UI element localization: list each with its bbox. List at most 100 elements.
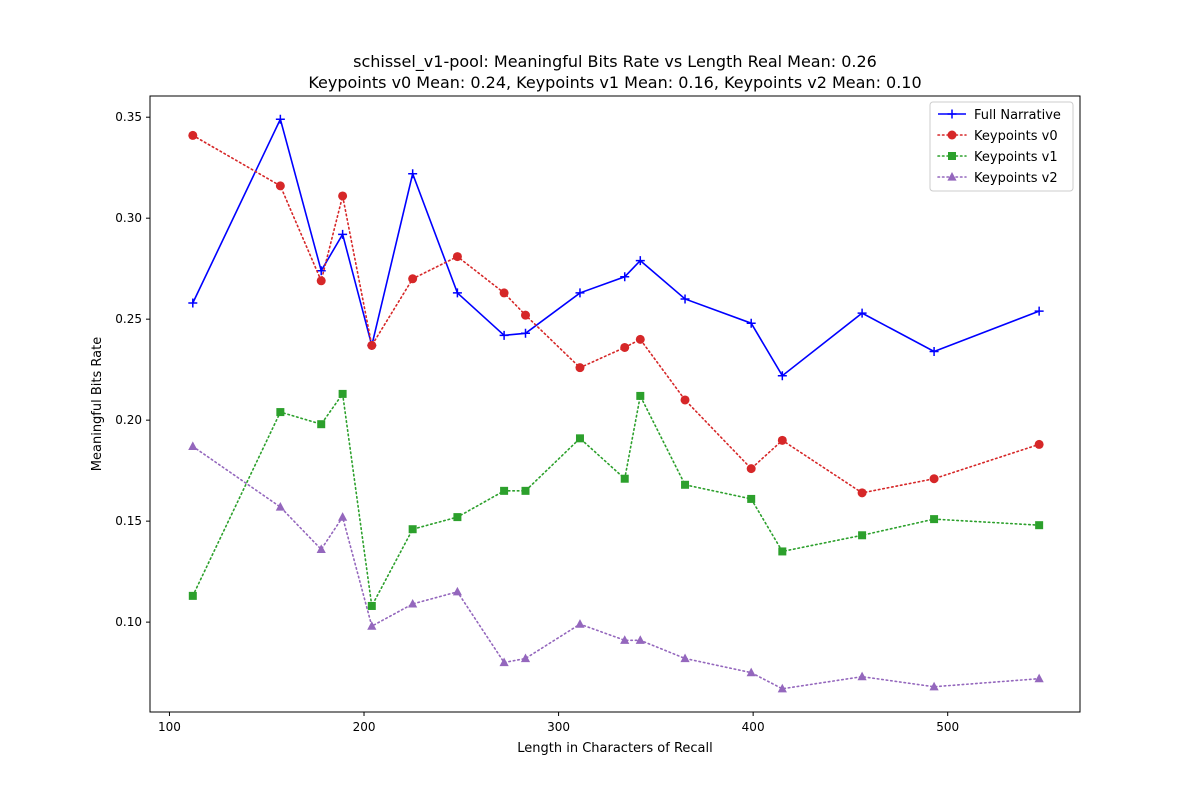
legend-label-keypoints-v2: Keypoints v2 bbox=[974, 171, 1058, 186]
data-point-keypoints-v2 bbox=[316, 544, 326, 554]
x-tick-label: 500 bbox=[936, 720, 959, 734]
y-tick-label: 0.35 bbox=[115, 110, 142, 124]
data-point-keypoints-v2 bbox=[575, 619, 585, 628]
data-point-full-narrative bbox=[746, 318, 756, 328]
data-point-keypoints-v0 bbox=[408, 274, 418, 284]
axes-frame bbox=[149, 95, 1081, 713]
data-point-keypoints-v1 bbox=[620, 474, 629, 483]
data-point-keypoints-v2 bbox=[188, 441, 198, 451]
y-tick-label: 0.25 bbox=[115, 312, 142, 326]
series-full-narrative bbox=[188, 114, 1044, 381]
data-point-keypoints-v1 bbox=[453, 513, 462, 522]
plot-area bbox=[188, 114, 1044, 693]
x-tick-label: 200 bbox=[353, 720, 376, 734]
data-point-full-narrative bbox=[575, 288, 585, 298]
series-line-keypoints-v1 bbox=[192, 391, 1040, 609]
data-point-keypoints-v1 bbox=[747, 494, 756, 503]
data-point-keypoints-v2 bbox=[338, 512, 348, 521]
data-point-keypoints-v1 bbox=[188, 591, 197, 600]
data-point-full-narrative bbox=[857, 308, 867, 318]
data-point-keypoints-v1 bbox=[575, 434, 584, 443]
data-point-keypoints-v2 bbox=[680, 653, 690, 663]
data-point-keypoints-v1 bbox=[408, 525, 417, 534]
series-keypoints-v0 bbox=[188, 130, 1044, 498]
data-point-keypoints-v0 bbox=[275, 181, 285, 191]
data-point-full-narrative bbox=[1034, 306, 1044, 316]
data-point-keypoints-v1 bbox=[858, 531, 867, 540]
data-point-keypoints-v2 bbox=[367, 621, 377, 630]
data-point-keypoints-v0 bbox=[499, 288, 509, 298]
y-tick-label: 0.30 bbox=[115, 211, 142, 225]
y-axis-label: Meaningful Bits Rate bbox=[90, 337, 105, 471]
data-point-keypoints-v0 bbox=[367, 340, 377, 350]
data-point-keypoints-v2 bbox=[408, 598, 418, 608]
data-point-full-narrative bbox=[620, 272, 630, 282]
x-tick-label: 100 bbox=[158, 720, 181, 734]
data-point-full-narrative bbox=[929, 346, 939, 356]
data-point-keypoints-v0 bbox=[746, 464, 756, 474]
axis-ticks: 100 200 300 400 500 0.10 0.15 0.20 0.25 0.30 0.35 bbox=[115, 110, 959, 734]
data-point-keypoints-v0 bbox=[620, 342, 630, 352]
legend-marker-full-narrative bbox=[947, 109, 957, 119]
chart-subtitle: Keypoints v0 Mean: 0.24, Keypoints v1 Me… bbox=[308, 73, 921, 92]
legend-label-keypoints-v0: Keypoints v0 bbox=[974, 129, 1058, 144]
data-point-keypoints-v0 bbox=[857, 488, 867, 498]
data-point-keypoints-v1 bbox=[367, 601, 376, 610]
data-point-keypoints-v1 bbox=[338, 389, 347, 398]
series-line-keypoints-v2 bbox=[192, 445, 1040, 690]
data-point-keypoints-v1 bbox=[636, 391, 645, 400]
data-point-keypoints-v0 bbox=[188, 130, 198, 140]
data-point-full-narrative bbox=[338, 229, 348, 239]
data-point-full-narrative bbox=[188, 298, 198, 308]
chart-title: schissel_v1-pool: Meaningful Bits Rate v… bbox=[353, 52, 877, 72]
data-point-full-narrative bbox=[408, 169, 418, 179]
x-tick-label: 300 bbox=[547, 720, 570, 734]
data-point-full-narrative bbox=[499, 330, 509, 340]
y-tick-label: 0.15 bbox=[115, 514, 142, 528]
data-point-keypoints-v2 bbox=[275, 502, 285, 511]
data-point-keypoints-v2 bbox=[929, 681, 939, 691]
data-point-keypoints-v1 bbox=[1035, 521, 1044, 530]
data-point-keypoints-v2 bbox=[746, 667, 756, 677]
data-point-full-narrative bbox=[777, 371, 787, 381]
data-point-keypoints-v2 bbox=[452, 586, 463, 596]
data-point-keypoints-v0 bbox=[452, 252, 462, 262]
legend-box bbox=[929, 101, 1074, 192]
data-point-keypoints-v1 bbox=[778, 547, 787, 556]
data-point-keypoints-v0 bbox=[680, 395, 690, 405]
y-tick-label: 0.10 bbox=[115, 615, 142, 629]
data-point-keypoints-v1 bbox=[276, 408, 285, 417]
data-point-keypoints-v2 bbox=[520, 653, 531, 663]
data-point-keypoints-v2 bbox=[620, 635, 630, 644]
data-point-keypoints-v2 bbox=[857, 671, 867, 681]
data-point-keypoints-v2 bbox=[777, 683, 787, 693]
series-keypoints-v2 bbox=[188, 441, 1044, 693]
series-keypoints-v1 bbox=[188, 389, 1044, 610]
data-point-full-narrative bbox=[635, 256, 645, 266]
data-point-keypoints-v2 bbox=[1034, 673, 1044, 683]
data-point-keypoints-v0 bbox=[777, 435, 787, 445]
legend-label-keypoints-v1: Keypoints v1 bbox=[974, 150, 1058, 165]
data-point-keypoints-v1 bbox=[317, 420, 326, 429]
data-point-keypoints-v1 bbox=[500, 486, 509, 495]
data-point-full-narrative bbox=[680, 294, 690, 304]
data-point-keypoints-v1 bbox=[930, 515, 939, 524]
data-point-keypoints-v0 bbox=[338, 191, 348, 201]
data-point-keypoints-v0 bbox=[575, 363, 585, 373]
y-tick-label: 0.20 bbox=[115, 413, 142, 427]
series-line-keypoints-v0 bbox=[192, 134, 1040, 494]
data-point-keypoints-v0 bbox=[1034, 439, 1044, 449]
data-point-keypoints-v0 bbox=[316, 276, 326, 286]
x-axis-label: Length in Characters of Recall bbox=[517, 741, 713, 756]
data-point-keypoints-v2 bbox=[635, 635, 645, 644]
data-point-full-narrative bbox=[275, 114, 285, 124]
data-point-full-narrative bbox=[521, 328, 531, 338]
legend-marker-keypoints-v0 bbox=[947, 130, 957, 140]
legend: Full Narrative Keypoints v0 Keypoints v1 Ke… bbox=[929, 101, 1074, 192]
x-tick-label: 400 bbox=[742, 720, 765, 734]
data-point-keypoints-v0 bbox=[635, 334, 645, 344]
data-point-full-narrative bbox=[316, 266, 326, 276]
legend-marker-keypoints-v1 bbox=[948, 152, 956, 160]
data-point-keypoints-v0 bbox=[521, 310, 531, 320]
